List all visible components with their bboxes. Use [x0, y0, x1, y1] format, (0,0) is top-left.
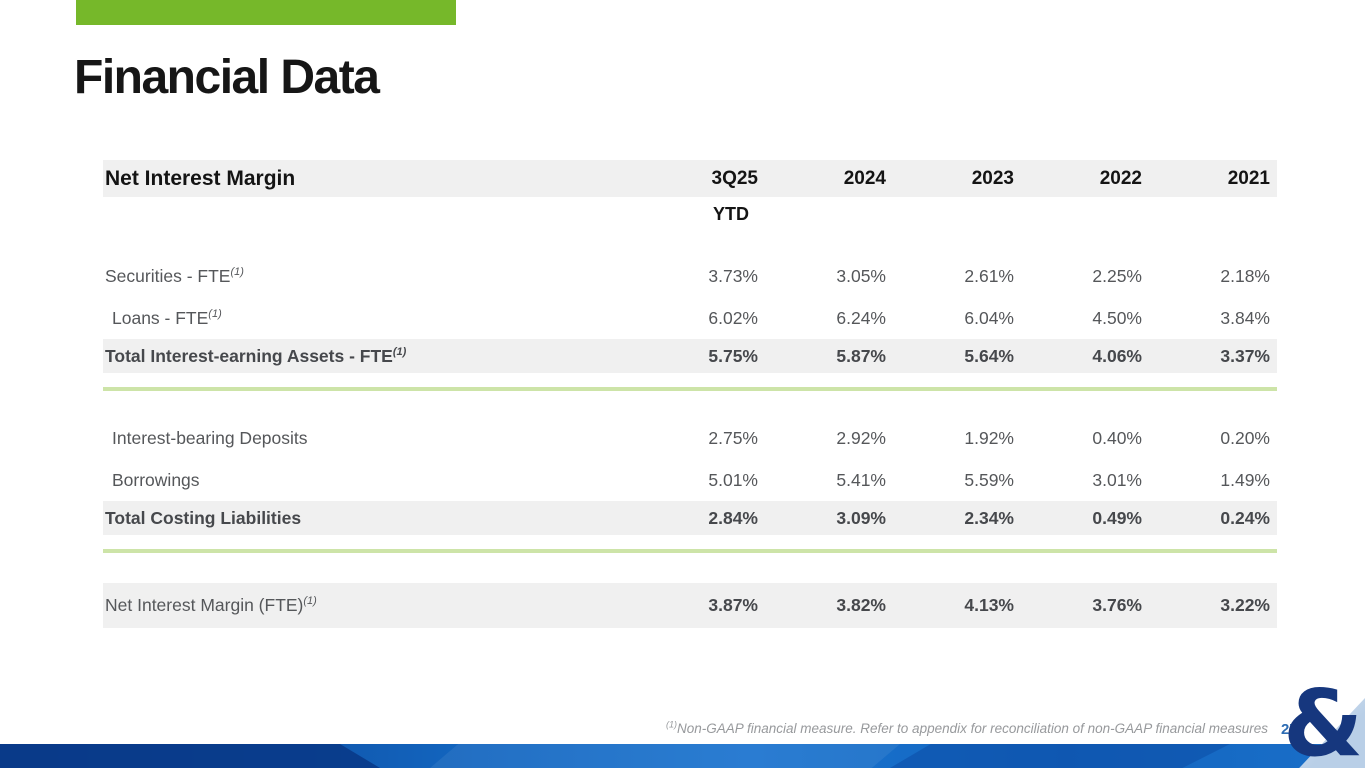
cell-value: 2.92%: [836, 427, 886, 448]
cell-value: 2.18%: [1220, 265, 1270, 286]
cell-value: 3.82%: [836, 595, 886, 615]
footnote-marker: (1): [303, 595, 317, 608]
cell-value: 4.50%: [1092, 307, 1142, 328]
cell-value: 2.25%: [1092, 265, 1142, 286]
cell-value: 2.84%: [708, 507, 758, 528]
cell-value: 6.04%: [964, 307, 1014, 328]
table-row: Interest-bearing Deposits 2.75% 2.92% 1.92%…: [103, 417, 1277, 459]
table-row: Loans - FTE(1) 6.02% 6.24% 6.04% 4.50% 3.84%: [103, 297, 1277, 339]
cell-value: 5.01%: [708, 469, 758, 490]
cell-value: 3.73%: [708, 265, 758, 286]
cell-value: 3.22%: [1220, 595, 1270, 615]
table-row: Total Costing Liabilities 2.84% 3.09% 2.34%…: [103, 501, 1277, 535]
cell-value: 6.24%: [836, 307, 886, 328]
footnote-marker: (1): [208, 307, 222, 320]
cell-value: 4.13%: [964, 595, 1014, 615]
row-label: Borrowings: [112, 469, 200, 490]
cell-value: 6.02%: [708, 307, 758, 328]
table-body: Securities - FTE(1) 3.73% 3.05% 2.61% 2.25% 2…: [103, 255, 1277, 628]
row-label: Interest-bearing Deposits: [112, 427, 308, 448]
column-header-2021: 2021: [1227, 167, 1270, 189]
footer-bar: [0, 744, 1365, 768]
cell-value: 5.64%: [964, 345, 1014, 366]
section-divider: [103, 387, 1277, 391]
row-label: Total Interest-earning Assets - FTE(1): [105, 345, 407, 366]
cell-value: 1.92%: [964, 427, 1014, 448]
cell-value: 4.06%: [1092, 345, 1142, 366]
footnote-text: Non-GAAP financial measure. Refer to app…: [676, 721, 1268, 736]
row-label: Net Interest Margin (FTE)(1): [105, 595, 317, 615]
table-subheader-row: YTD: [103, 197, 1277, 231]
company-logo: &: [1283, 678, 1365, 770]
column-header-2023: 2023: [971, 167, 1014, 189]
cell-value: 3.05%: [836, 265, 886, 286]
page-title: Financial Data: [74, 51, 380, 104]
table-row: Borrowings 5.01% 5.41% 5.59% 3.01% 1.49%: [103, 459, 1277, 501]
cell-value: 5.75%: [708, 345, 758, 366]
cell-value: 1.49%: [1220, 469, 1270, 490]
cell-value: 2.34%: [964, 507, 1014, 528]
cell-value: 2.61%: [964, 265, 1014, 286]
table-row: Net Interest Margin (FTE)(1) 3.87% 3.82% 4.…: [103, 583, 1277, 628]
column-header-2024: 2024: [843, 167, 886, 189]
net-interest-margin-table: Net Interest Margin 3Q25 2024 2023 2022 …: [103, 160, 1277, 628]
section-divider: [103, 549, 1277, 553]
accent-bar: [76, 0, 456, 25]
table-row: Total Interest-earning Assets - FTE(1) 5.…: [103, 339, 1277, 373]
footer-facet-sheen: [430, 744, 900, 768]
footnote-marker: (1): [230, 265, 244, 278]
footnote-marker: (1): [392, 345, 407, 358]
table-spacer: [103, 231, 1277, 255]
cell-value: 3.01%: [1092, 469, 1142, 490]
column-header-2022: 2022: [1099, 167, 1142, 189]
cell-value: 5.87%: [836, 345, 886, 366]
table-row: Securities - FTE(1) 3.73% 3.05% 2.61% 2.25% 2…: [103, 255, 1277, 297]
row-label: Total Costing Liabilities: [105, 507, 302, 528]
cell-value: 3.76%: [1092, 595, 1142, 615]
cell-value: 5.41%: [836, 469, 886, 490]
cell-value: 0.20%: [1220, 427, 1270, 448]
row-label: Loans - FTE(1): [112, 307, 222, 328]
footnote-superscript: (1): [665, 719, 677, 730]
footer-facet-mid: [890, 744, 1230, 768]
table-title: Net Interest Margin: [105, 166, 296, 190]
footnote: (1)Non-GAAP financial measure. Refer to …: [665, 719, 1268, 736]
ampersand-icon: &: [1283, 670, 1364, 777]
cell-value: 0.24%: [1220, 507, 1270, 528]
cell-value: 3.84%: [1220, 307, 1270, 328]
cell-value: 3.87%: [708, 595, 758, 615]
cell-value: 3.37%: [1220, 345, 1270, 366]
period-note: YTD: [713, 203, 749, 224]
column-header-3q25: 3Q25: [711, 167, 758, 189]
row-label: Securities - FTE(1): [105, 265, 244, 286]
cell-value: 3.09%: [836, 507, 886, 528]
cell-value: 2.75%: [708, 427, 758, 448]
cell-value: 0.49%: [1092, 507, 1142, 528]
cell-value: 5.59%: [964, 469, 1014, 490]
page-number: 27: [1281, 721, 1298, 738]
footer-facet-dark: [0, 744, 380, 768]
cell-value: 0.40%: [1092, 427, 1142, 448]
table-header-row: Net Interest Margin 3Q25 2024 2023 2022 …: [103, 160, 1277, 197]
